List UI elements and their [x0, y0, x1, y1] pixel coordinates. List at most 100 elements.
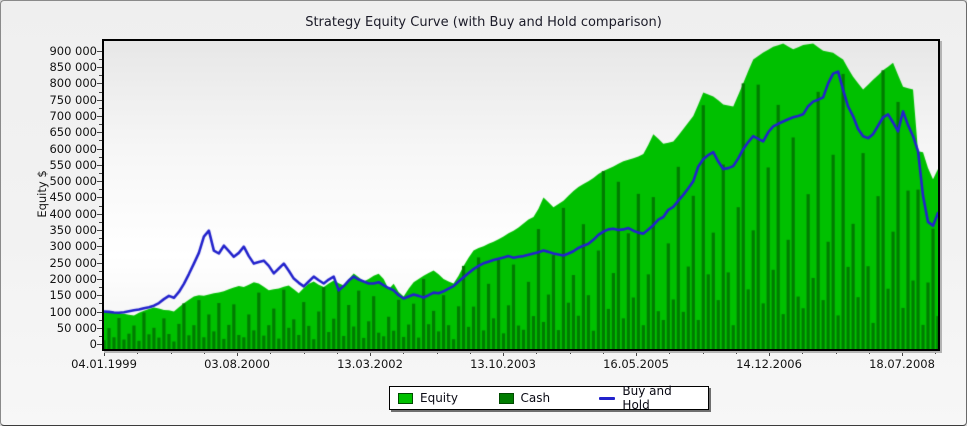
x-axis-tick [702, 351, 704, 354]
y-tick-label: 600 000 [49, 141, 97, 156]
y-tick-label: 50 000 [56, 320, 97, 335]
y-axis-tick [99, 189, 102, 191]
y-axis-tick [97, 115, 102, 117]
x-axis-tick [536, 351, 538, 354]
x-axis-tick [436, 351, 438, 354]
x-axis-tick [503, 351, 504, 356]
x-axis-tick [868, 351, 870, 354]
y-axis-tick [99, 58, 102, 60]
y-tick-label: 650 000 [49, 125, 97, 140]
y-axis-tick [97, 148, 102, 150]
x-axis-tick [336, 351, 338, 354]
y-tick-label: 550 000 [49, 157, 97, 172]
legend-item-equity[interactable]: Equity [398, 391, 499, 405]
x-axis-tick [669, 351, 671, 354]
legend-item-buy-and-hold[interactable]: Buy and Hold [599, 384, 700, 412]
y-tick-label: 700 000 [49, 108, 97, 123]
y-axis-tick [97, 67, 102, 69]
y-axis-tick [99, 173, 102, 174]
y-axis-tick [97, 311, 102, 313]
y-axis-tick [99, 238, 102, 240]
x-axis-tick [469, 351, 471, 354]
x-tick-label: 13.03.2002 [337, 357, 403, 371]
x-tick-label: 03.08.2000 [204, 357, 270, 371]
x-axis-tick [270, 351, 272, 354]
y-tick-label: 900 000 [49, 43, 97, 58]
y-axis-tick [99, 270, 102, 272]
y-tick-label: 800 000 [49, 76, 97, 91]
y-tick-label: 150 000 [49, 288, 97, 303]
y-tick-label: 750 000 [49, 92, 97, 107]
legend-label-cash: Cash [520, 391, 551, 405]
equity-curve-canvas [104, 41, 938, 349]
x-axis-tick [569, 351, 571, 354]
buy-and-hold-line-icon [599, 396, 616, 400]
y-axis-tick [97, 278, 102, 280]
y-tick-label: 300 000 [49, 239, 97, 254]
y-axis-tick [99, 205, 102, 207]
y-axis-tick [99, 75, 102, 77]
y-axis-tick [97, 181, 102, 183]
y-tick-label: 200 000 [49, 271, 97, 286]
x-axis-tick [902, 351, 903, 356]
y-axis-tick [97, 262, 102, 264]
y-axis-tick [97, 213, 102, 215]
y-axis-tick [99, 140, 102, 142]
y-axis-tick [99, 156, 102, 158]
y-axis-tick [97, 50, 102, 52]
x-axis-tick [403, 351, 405, 354]
chart-title: Strategy Equity Curve (with Buy and Hold… [305, 15, 662, 30]
x-axis-tick [802, 351, 804, 354]
x-axis-tick [636, 351, 637, 356]
x-axis-tick [935, 351, 937, 354]
y-axis-tick [97, 132, 102, 134]
y-tick-label: 500 000 [49, 174, 97, 189]
x-tick-label: 14.12.2006 [736, 357, 802, 371]
y-tick-label: 350 000 [49, 223, 97, 238]
y-axis-tick [99, 124, 102, 126]
x-tick-label: 13.10.2003 [470, 357, 536, 371]
legend-label-buy-and-hold: Buy and Hold [622, 384, 672, 412]
y-axis-tick [99, 91, 102, 93]
cash-swatch-icon [498, 392, 514, 404]
x-axis-tick [137, 351, 139, 354]
y-axis-tick [97, 197, 102, 199]
x-axis-tick [303, 351, 305, 354]
x-tick-label: 04.01.1999 [71, 357, 137, 371]
y-axis-tick [97, 99, 102, 101]
x-axis-tick [370, 351, 371, 356]
y-tick-label: 450 000 [49, 190, 97, 205]
x-axis-tick [735, 351, 737, 354]
y-axis-tick [99, 254, 102, 256]
y-axis-tick [97, 327, 102, 329]
x-axis-tick [237, 351, 238, 356]
y-tick-label: 250 000 [49, 255, 97, 270]
x-axis-tick [170, 351, 172, 354]
x-tick-label: 18.07.2008 [869, 357, 935, 371]
legend: Equity Cash Buy and Hold [389, 384, 709, 412]
y-axis-tick [99, 303, 102, 305]
y-axis-tick [97, 230, 102, 232]
x-axis-tick [769, 351, 770, 356]
y-axis-tick [99, 107, 102, 109]
y-tick-label: 0 [89, 337, 97, 352]
y-axis-tick [99, 335, 102, 337]
y-axis-tick [97, 164, 102, 166]
y-axis-tick [99, 319, 102, 321]
y-axis-tick [99, 287, 102, 289]
x-tick-label: 16.05.2005 [603, 357, 669, 371]
y-axis-tick [97, 344, 102, 346]
y-axis-tick [99, 221, 102, 223]
y-axis-tick [97, 295, 102, 297]
equity-swatch-icon [398, 392, 413, 404]
y-axis-tick [97, 246, 102, 248]
x-axis-tick [835, 351, 837, 354]
y-tick-label: 100 000 [49, 304, 97, 319]
plot-area [102, 39, 940, 351]
legend-item-cash[interactable]: Cash [498, 391, 600, 405]
y-axis-tick [97, 83, 102, 85]
y-tick-label: 400 000 [49, 206, 97, 221]
x-axis-tick [104, 351, 105, 356]
legend-label-equity: Equity [420, 391, 458, 405]
